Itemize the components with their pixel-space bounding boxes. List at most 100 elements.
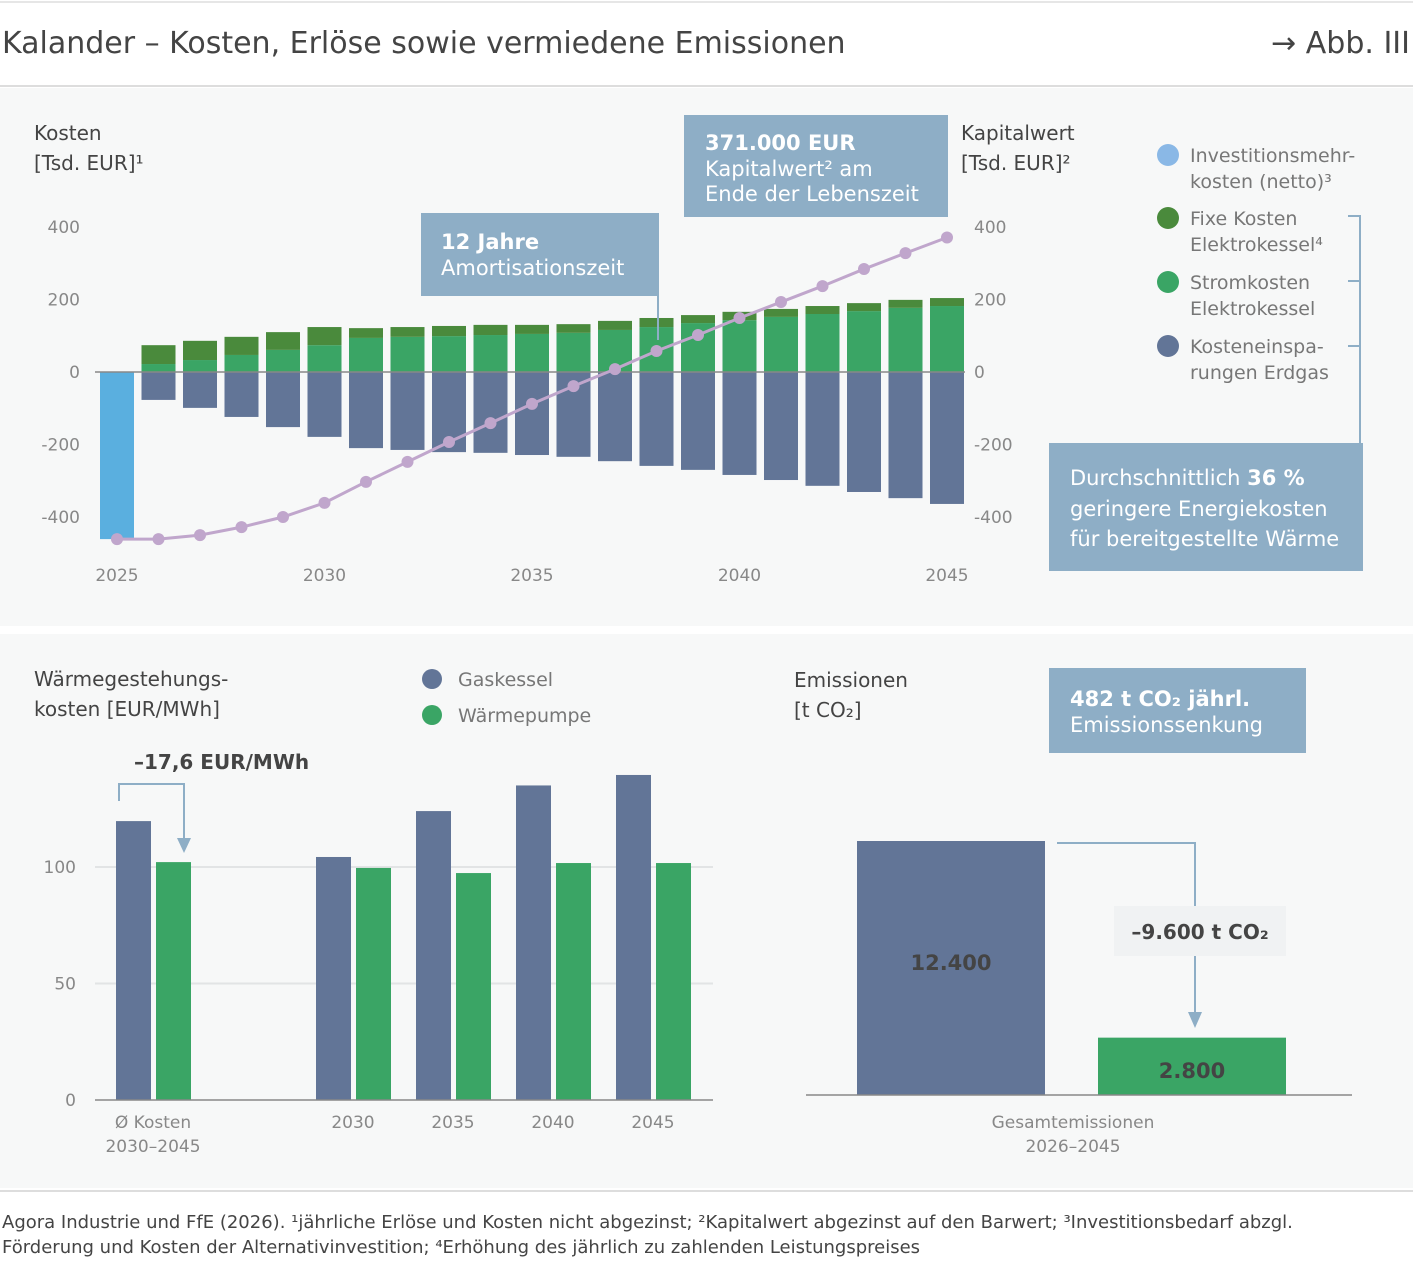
legend-bracket [1348, 215, 1361, 443]
lcoh-axis-unit: kosten [EUR/MWh] [34, 697, 220, 721]
emissions-axis-title: Emissionen [794, 668, 908, 692]
bar-fixed [930, 298, 964, 307]
energy-line3: für bereitgestellte Wärme [1070, 527, 1339, 551]
legend-dot-savings [1157, 335, 1179, 357]
npv-point [858, 263, 870, 276]
y-tick-left: 0 [69, 363, 80, 383]
arrow-down-icon [1188, 1012, 1202, 1028]
right-axis-unit: [Tsd. EUR]² [961, 151, 1071, 175]
x-tick: Ø Kosten [115, 1113, 191, 1133]
npv-point [692, 329, 704, 342]
payback-callout [421, 213, 659, 296]
emissions-chart: 12.400 2.800 Gesamtemissionen 2026–2045 [806, 841, 1352, 1157]
npv-point [899, 247, 912, 260]
bar-gaskessel-emissions [857, 841, 1045, 1095]
x-tick: 2030–2045 [105, 1137, 200, 1157]
y-tick-left: 400 [48, 218, 80, 238]
bar-electricity [307, 345, 342, 372]
footer-line2: Förderung und Kosten der Alternativinves… [2, 1237, 920, 1258]
cost-chart: 400 400 200 200 0 0 -200 -200 -400 -400 2025 2030 20… [41, 218, 1012, 586]
bar-fixed [390, 327, 425, 337]
bar-savings [390, 372, 425, 450]
bar-gaskessel [516, 785, 551, 1100]
npv-point [650, 344, 663, 357]
npv-point [277, 511, 289, 523]
bar-gaskessel [116, 821, 151, 1100]
bar-fixed [141, 345, 176, 365]
value-label: 2.800 [1159, 1059, 1225, 1083]
bar-electricity [515, 333, 549, 372]
legend-label-savings: rungen Erdgas [1190, 362, 1329, 384]
legend-label-fixed: Fixe Kosten [1190, 208, 1297, 230]
npv-point [484, 417, 497, 430]
legend-dot-investment [1157, 144, 1179, 166]
npv-point [941, 231, 953, 244]
bar-savings [764, 372, 798, 481]
bar-fixed [556, 324, 591, 333]
y-tick-right: -200 [974, 436, 1013, 456]
npv-value: 371.000 EUR [705, 131, 856, 155]
npv-point [318, 496, 331, 509]
bar-savings [224, 372, 259, 417]
npv-point [733, 311, 746, 324]
bar-fixed [639, 317, 674, 328]
lcoh-arrow-line [118, 783, 185, 845]
bar-electricity [141, 364, 176, 372]
bar-savings [473, 372, 508, 453]
energy-line1: Durchschnittlich 36 % [1070, 466, 1305, 490]
npv-point [816, 280, 829, 293]
footer-line1: Agora Industrie und FfE (2026). ¹jährlic… [2, 1212, 1293, 1233]
legend-gas: Gaskessel [458, 669, 553, 691]
bar-waermepumpe [456, 873, 491, 1100]
x-tick: 2045 [925, 566, 968, 586]
bar-fixed [432, 325, 466, 337]
npv-point [235, 521, 248, 534]
y-tick-left: 200 [48, 291, 80, 311]
left-axis-title: Kosten [34, 121, 102, 145]
figure-ref-link[interactable]: → Abb. III [1271, 26, 1410, 61]
bar-fixed [183, 340, 217, 361]
bar-electricity [888, 307, 923, 372]
bar-fixed [888, 299, 923, 308]
y-tick-left: -400 [41, 508, 80, 528]
bar-electricity [764, 316, 798, 372]
page-title: Kalander – Kosten, Erlöse sowie vermiede… [2, 26, 846, 61]
bar-savings [639, 372, 674, 466]
bar-fixed [307, 327, 342, 346]
bar-savings [515, 372, 549, 456]
bar-waermepumpe [556, 863, 591, 1100]
legend-dot-gas [422, 669, 442, 689]
emissions-diff-bg [1114, 906, 1286, 956]
y-tick: 0 [65, 1091, 76, 1111]
bar-electricity [722, 320, 757, 372]
x-tick: 2026–2045 [1025, 1137, 1120, 1157]
y-tick: 50 [54, 975, 76, 995]
npv-point [152, 533, 165, 546]
npv-point [609, 363, 621, 376]
payback-years: 12 Jahre [441, 230, 539, 254]
bar-savings [141, 372, 176, 400]
bar-savings [266, 372, 300, 428]
bar-electricity [432, 336, 466, 372]
emissions-arrow-line [1057, 842, 1196, 1020]
energy-callout [1049, 443, 1363, 571]
emissions-callout [1049, 668, 1306, 753]
value-label: 12.400 [910, 951, 991, 975]
y-tick: 100 [44, 858, 76, 878]
bar-savings [930, 372, 964, 504]
legend-dot-fixed [1157, 207, 1179, 229]
left-axis-unit: [Tsd. EUR]¹ [34, 151, 144, 175]
legend-label-investment: kosten (netto)³ [1190, 171, 1332, 193]
lcoh-chart: 100 50 0 Ø Kosten 2030–2045 2030 2035 2040 2045 [44, 774, 713, 1157]
bar-electricity [224, 354, 259, 372]
legend-dot-heatpump [422, 705, 442, 725]
bar-fixed [681, 315, 715, 324]
bar-gaskessel [416, 811, 451, 1100]
emissions-difference: –9.600 t CO₂ [1131, 920, 1268, 944]
bar-electricity [805, 314, 840, 372]
bar-savings [805, 372, 840, 486]
bar-fixed [266, 332, 300, 350]
legend-label-savings: Kosteneinspa- [1190, 336, 1324, 358]
arrow-down-icon [177, 838, 191, 853]
